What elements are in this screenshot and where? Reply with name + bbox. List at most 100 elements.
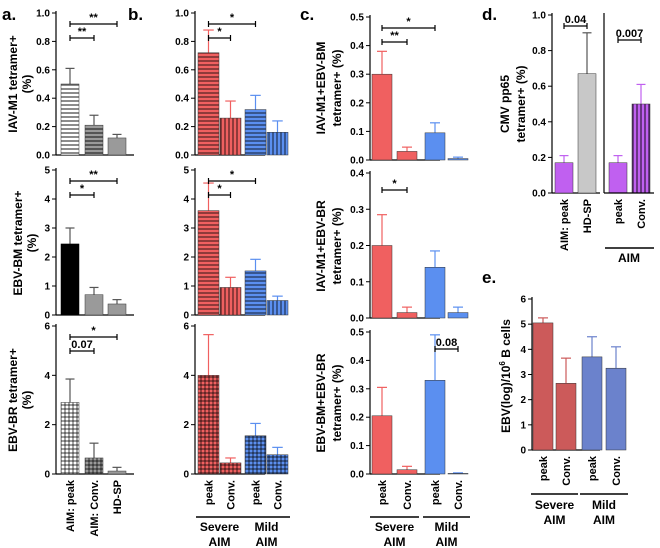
y-axis-label-c1: IAV-M1+EBV-BM xyxy=(314,42,328,135)
y-axis-label-c3: EBV-BM+EBV-BR xyxy=(314,353,328,452)
bar-a1-1 xyxy=(84,124,104,156)
bar-a2-2 xyxy=(107,303,127,316)
y-tick-label-b1: 1.0 xyxy=(175,9,189,20)
y-tick-label-b2: 5 xyxy=(183,166,189,177)
bar-b3-1 xyxy=(219,462,242,475)
chart-c1: 0.00.10.20.30.40.5 ***IAV-M1+EBV-BM tetram… xyxy=(314,13,469,167)
y-axis-label-part: B cells xyxy=(499,319,513,361)
y-tick-label-b1: 0.6 xyxy=(175,65,189,76)
y-tick-label-c1: 0.1 xyxy=(350,127,364,138)
bar-c2-2 xyxy=(424,267,446,319)
x-category-label-d: Conv. xyxy=(636,199,648,229)
y-tick-label-a3: 4 xyxy=(44,371,50,382)
sig-label-a1: ** xyxy=(89,12,98,24)
sig-label-b1: * xyxy=(217,26,222,38)
bar-a1-0 xyxy=(60,83,80,156)
x-category-label-a: AIM: Conv. xyxy=(89,480,101,537)
y-axis-label-c2: tetramer+ (%) xyxy=(330,207,344,284)
group-label-c3: Mild xyxy=(435,520,459,534)
group-label-e: AIM xyxy=(593,513,615,527)
bar-c1-0 xyxy=(371,73,393,161)
y-axis-label-d: CMV pp65 xyxy=(498,75,512,133)
bar-c3-1 xyxy=(396,469,418,475)
y-tick-label-b1: 0.0 xyxy=(175,151,189,162)
chart-c3: 0.0 0.1 0.2 0.3 0.4 0.5 0.08 EBV-BM+EBV-BR tetra… xyxy=(314,328,469,481)
x-category-label-b3: Conv. xyxy=(226,480,238,510)
y-tick-label-a3: 6 xyxy=(44,322,50,333)
sig-label-a2: * xyxy=(80,183,85,195)
bar-d-2 xyxy=(608,162,628,194)
y-tick-label-b3: 6 xyxy=(183,322,189,333)
bar-e-2 xyxy=(581,356,603,451)
bar-c3-3 xyxy=(447,473,469,475)
bar-b2-3 xyxy=(266,300,289,316)
bar-b1-1 xyxy=(219,117,242,156)
sig-label-a3: 0.07 xyxy=(71,339,92,351)
y-tick-label-c3: 0.5 xyxy=(350,328,364,339)
y-axis-label-c3: tetramer+ (%) xyxy=(330,364,344,441)
y-tick-label-b2: 2 xyxy=(183,253,189,264)
bar-d-3 xyxy=(631,103,651,194)
x-category-label-d: HD-SP xyxy=(582,199,594,233)
x-category-label-c3: Conv. xyxy=(402,480,414,510)
y-tick-label-c3: 0.2 xyxy=(350,413,364,424)
y-tick-label-b1: 0.4 xyxy=(175,94,189,105)
y-tick-label-b2: 4 xyxy=(183,195,189,206)
y-tick-label-a2: 4 xyxy=(44,195,50,206)
y-tick-label-c1: 0.0 xyxy=(350,156,364,167)
bar-b3-3 xyxy=(266,454,289,475)
group-label-d: AIM xyxy=(618,251,640,265)
y-tick-label-e: 2 xyxy=(520,395,526,406)
bar-d-1 xyxy=(577,73,597,194)
y-tick-label-d: 0.6 xyxy=(532,82,546,93)
y-axis-label-a1: (%) xyxy=(20,75,34,94)
sig-label-a1: ** xyxy=(78,26,87,38)
y-tick-label-c2: 0.3 xyxy=(350,205,364,216)
y-tick-label-c3: 0.0 xyxy=(350,470,364,481)
y-tick-label-d: 0.2 xyxy=(532,153,546,164)
y-axis-label-a2: EBV-BM tetramer+ xyxy=(11,190,25,295)
y-axis-label-part: EBV(log)/10 xyxy=(499,365,513,433)
y-tick-label-e: 3 xyxy=(520,370,526,381)
panel-label-a: a. xyxy=(2,5,16,24)
x-category-label-c3: peak xyxy=(377,479,389,505)
chart-b2: 0 1 2 3 4 5 * * xyxy=(183,166,289,322)
y-tick-label-c1: 0.5 xyxy=(350,13,364,24)
y-tick-label-e: 0 xyxy=(520,446,526,457)
group-label-b3: AIM xyxy=(256,535,278,548)
bar-b3-0 xyxy=(197,375,220,475)
chart-b3: 0 2 4 6 xyxy=(183,322,289,481)
x-category-label-e: Conv. xyxy=(611,456,623,486)
x-category-label-d: AIM: peak xyxy=(559,198,571,251)
y-tick-label-c2: 0.0 xyxy=(350,314,364,325)
bar-b2-0 xyxy=(197,210,220,316)
y-tick-label-e: 4 xyxy=(520,345,526,356)
y-axis-label-c1: tetramer+ (%) xyxy=(330,49,344,126)
y-tick-label-c3: 0.4 xyxy=(350,356,364,367)
y-tick-label-b3: 4 xyxy=(183,371,189,382)
group-label-e: Severe xyxy=(535,498,575,512)
y-axis-label-a3: (%) xyxy=(20,391,34,410)
sig-label-c1: * xyxy=(406,16,411,28)
y-tick-label-b1: 0.2 xyxy=(175,122,189,133)
bar-a3-1 xyxy=(84,457,104,475)
y-tick-label-d: 0.8 xyxy=(532,46,546,57)
y-tick-label-a1: 0.2 xyxy=(36,122,50,133)
sig-label-b1: * xyxy=(230,12,235,24)
bar-d-0 xyxy=(554,162,574,194)
bar-c2-3 xyxy=(447,312,469,319)
y-axis-label-e: EBV(log)/106 B cells xyxy=(498,319,513,433)
bar-a1-2 xyxy=(107,137,127,156)
y-tick-label-b2: 1 xyxy=(183,282,189,293)
y-axis-label-superscript: 6 xyxy=(498,361,507,366)
y-tick-label-b2: 0 xyxy=(183,311,189,322)
sig-label-b2: * xyxy=(230,169,235,181)
panel-label-b: b. xyxy=(128,5,143,24)
y-axis-label-a2: (%) xyxy=(25,234,39,253)
y-axis-label-c2: IAV-M1+EBV-BR xyxy=(314,200,328,292)
group-label-c3: AIM xyxy=(384,535,406,548)
bar-b1-2 xyxy=(244,109,267,156)
sig-label-d: 0.007 xyxy=(616,28,644,40)
